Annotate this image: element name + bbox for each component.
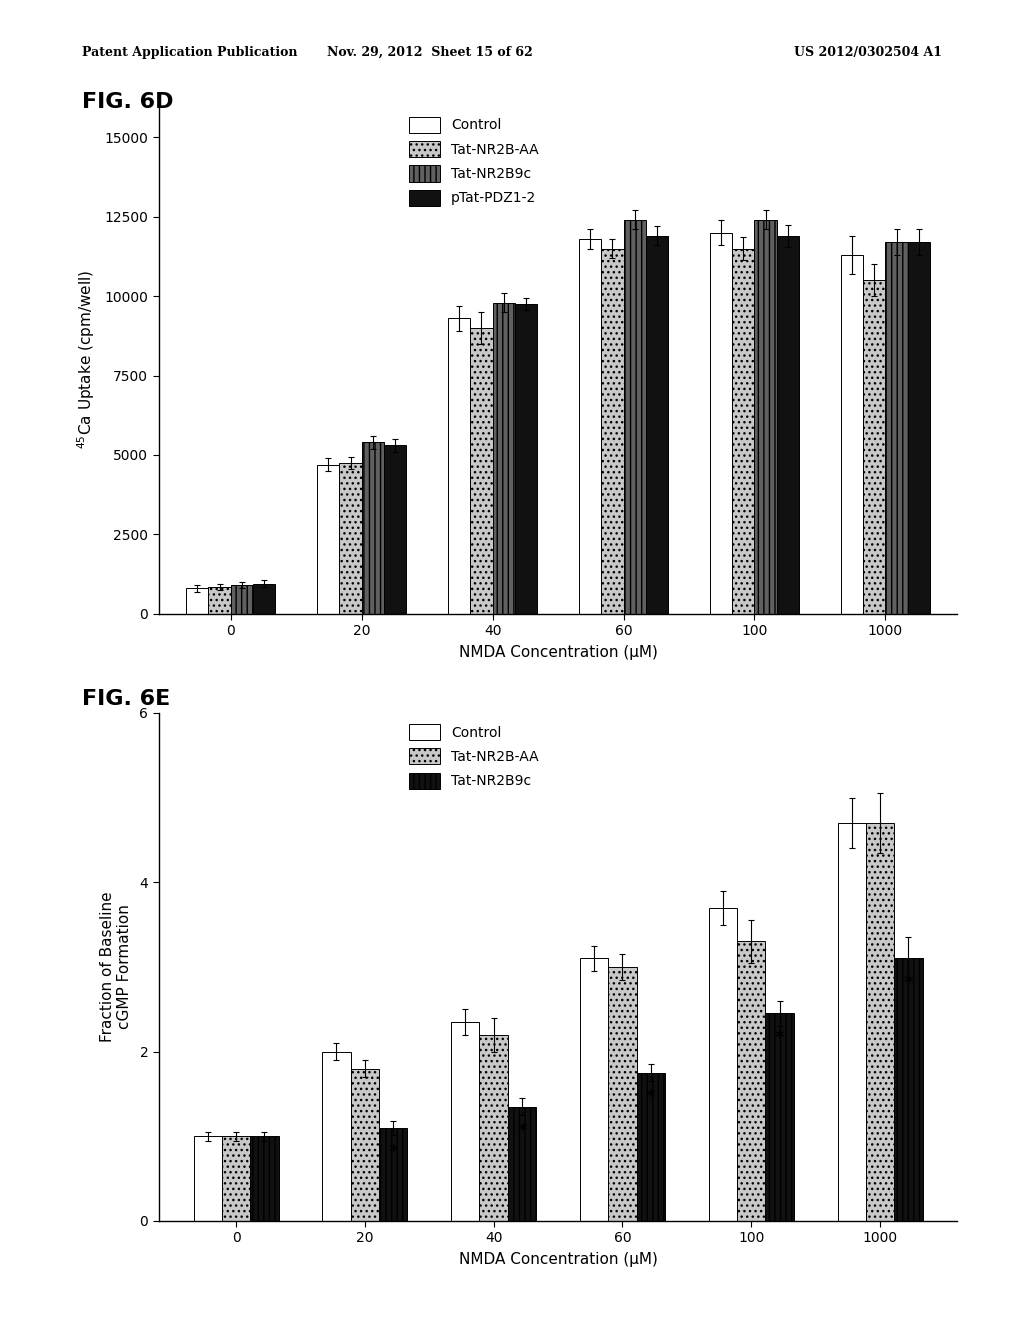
Bar: [624, 220, 646, 614]
Bar: [384, 445, 407, 614]
Text: *: *: [904, 974, 913, 991]
Bar: [863, 280, 886, 614]
Bar: [339, 463, 361, 614]
Y-axis label: Fraction of Baseline
cGMP Formation: Fraction of Baseline cGMP Formation: [100, 891, 132, 1043]
Bar: [230, 585, 253, 614]
Bar: [194, 1137, 222, 1221]
Bar: [323, 1052, 350, 1221]
Bar: [209, 587, 230, 614]
Bar: [601, 248, 624, 614]
Bar: [710, 232, 732, 614]
Bar: [766, 1014, 794, 1221]
Bar: [646, 236, 668, 614]
Text: *: *: [646, 1088, 655, 1106]
Bar: [449, 318, 470, 614]
Bar: [515, 304, 538, 614]
X-axis label: NMDA Concentration (μM): NMDA Concentration (μM): [459, 645, 657, 660]
Bar: [361, 442, 384, 614]
Bar: [186, 589, 209, 614]
Bar: [755, 220, 777, 614]
Bar: [907, 242, 930, 614]
Text: *: *: [388, 1143, 398, 1162]
Text: FIG. 6E: FIG. 6E: [82, 689, 170, 709]
Bar: [350, 1069, 379, 1221]
Text: *: *: [775, 1028, 784, 1047]
Bar: [250, 1137, 279, 1221]
Legend: Control, Tat-NR2B-AA, Tat-NR2B9c, pTat-PDZ1-2: Control, Tat-NR2B-AA, Tat-NR2B9c, pTat-P…: [406, 112, 543, 210]
Bar: [379, 1127, 408, 1221]
Bar: [222, 1137, 250, 1221]
Bar: [886, 242, 907, 614]
Bar: [579, 239, 601, 614]
Bar: [838, 822, 866, 1221]
Bar: [709, 908, 737, 1221]
Text: *: *: [517, 1122, 526, 1140]
Bar: [479, 1035, 508, 1221]
Bar: [777, 236, 799, 614]
Bar: [493, 302, 515, 614]
Bar: [580, 958, 608, 1221]
Bar: [317, 465, 339, 614]
Bar: [732, 248, 755, 614]
Text: FIG. 6D: FIG. 6D: [82, 92, 173, 112]
Bar: [452, 1022, 479, 1221]
Text: US 2012/0302504 A1: US 2012/0302504 A1: [794, 46, 942, 59]
Bar: [470, 327, 493, 614]
Bar: [866, 822, 894, 1221]
Bar: [737, 941, 766, 1221]
Y-axis label: $^{45}$Ca Uptake (cpm/well): $^{45}$Ca Uptake (cpm/well): [76, 271, 97, 449]
Legend: Control, Tat-NR2B-AA, Tat-NR2B9c: Control, Tat-NR2B-AA, Tat-NR2B9c: [406, 719, 543, 793]
Bar: [894, 958, 923, 1221]
Bar: [508, 1106, 537, 1221]
Bar: [608, 966, 637, 1221]
Bar: [637, 1073, 665, 1221]
Text: Patent Application Publication: Patent Application Publication: [82, 46, 297, 59]
X-axis label: NMDA Concentration (μM): NMDA Concentration (μM): [459, 1253, 657, 1267]
Bar: [841, 255, 863, 614]
Text: Nov. 29, 2012  Sheet 15 of 62: Nov. 29, 2012 Sheet 15 of 62: [328, 46, 532, 59]
Bar: [253, 583, 275, 614]
